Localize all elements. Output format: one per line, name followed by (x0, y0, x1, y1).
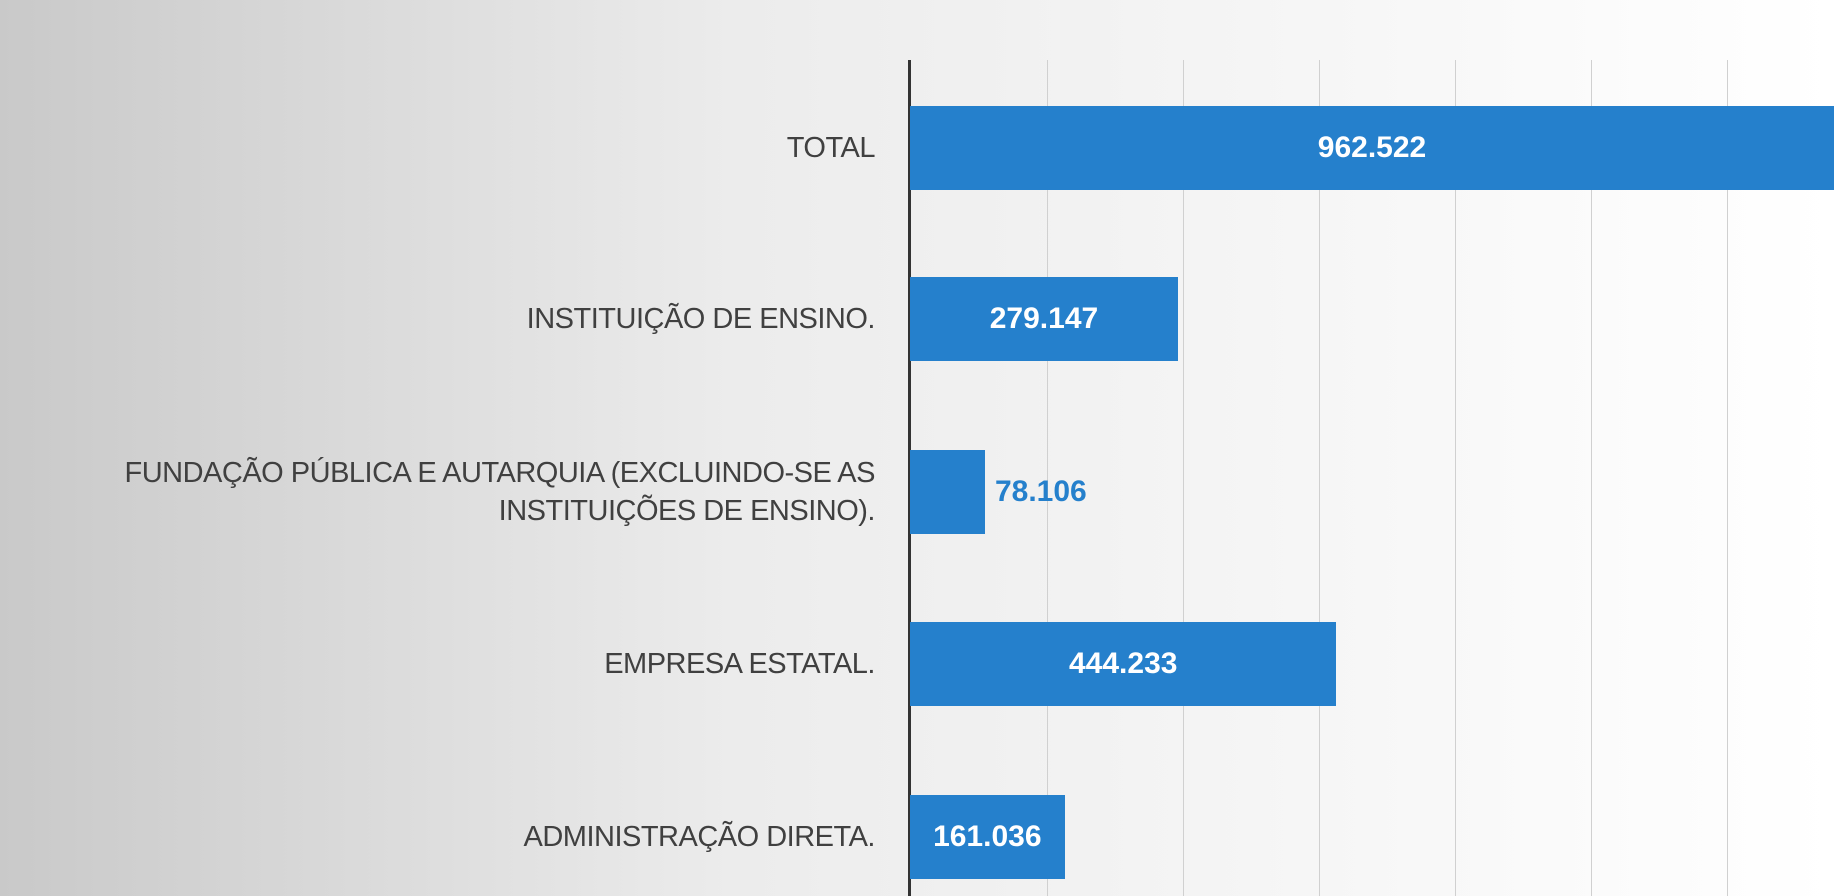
y-axis (908, 60, 911, 896)
grid-line (1455, 60, 1456, 896)
bar (910, 450, 985, 534)
bar (910, 277, 1178, 361)
value-label: 78.106 (994, 475, 1087, 508)
category-label: INSTITUIÇÃO DE ENSINO. (526, 303, 876, 335)
grid-line (1591, 60, 1592, 896)
bar (910, 622, 1337, 706)
bar (910, 795, 1065, 879)
grid-line (1727, 60, 1728, 896)
grid-line (1183, 60, 1184, 896)
category-label: FUNDAÇÃO PÚBLICA E AUTARQUIA (EXCLUINDO-… (124, 457, 876, 527)
category-label: EMPRESA ESTATAL. (604, 648, 875, 680)
grid-line (1047, 60, 1048, 896)
grid-line (1319, 60, 1320, 896)
value-label: 279.147 (989, 302, 1099, 335)
value-label: 962.522 (1317, 131, 1427, 164)
bar (910, 106, 1834, 190)
value-label: 161.036 (933, 820, 1042, 853)
category-label: ADMINISTRAÇÃO DIRETA. (523, 821, 876, 853)
category-label: TOTAL (786, 132, 876, 164)
value-label: 444.233 (1069, 647, 1178, 680)
